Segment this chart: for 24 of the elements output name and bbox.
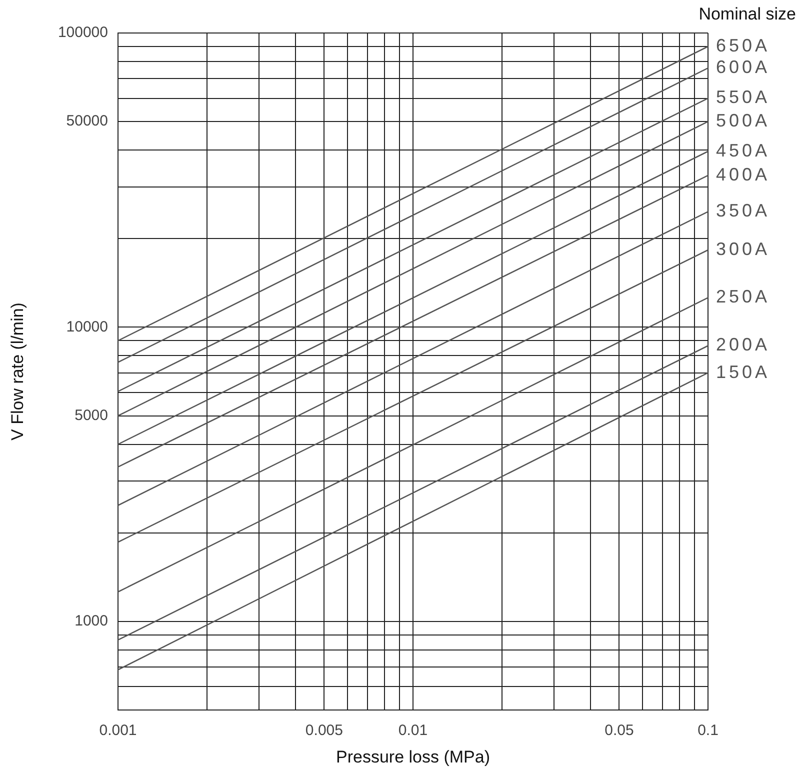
y-tick-label: 10000 — [66, 318, 108, 336]
series-label: 250A — [716, 286, 770, 307]
x-axis-title: Pressure loss (MPa) — [336, 747, 490, 766]
series-label: 150A — [716, 362, 770, 382]
series-label: 200A — [716, 334, 770, 355]
y-tick-label: 1000 — [74, 612, 108, 630]
legend-title: Nominal size — [698, 4, 796, 24]
y-tick-label: 5000 — [74, 406, 108, 424]
y-axis-title: V Flow rate (l/min) — [8, 302, 27, 440]
series-label: 550A — [716, 87, 770, 108]
series-label: 450A — [716, 140, 770, 160]
x-tick-label: 0.1 — [698, 722, 718, 740]
series-label: 600A — [716, 57, 770, 78]
series-label: 650A — [716, 35, 770, 56]
x-tick-label: 0.001 — [99, 722, 137, 740]
series-label: 400A — [716, 164, 770, 184]
x-tick-label: 0.005 — [305, 722, 343, 740]
y-tick-label: 100000 — [58, 24, 108, 42]
x-tick-label: 0.05 — [604, 722, 634, 740]
series-label: 300A — [716, 238, 770, 259]
series-label: 350A — [716, 200, 770, 221]
series-label: 500A — [716, 110, 770, 131]
y-tick-label: 50000 — [66, 112, 108, 130]
x-tick-label: 0.01 — [398, 722, 428, 740]
